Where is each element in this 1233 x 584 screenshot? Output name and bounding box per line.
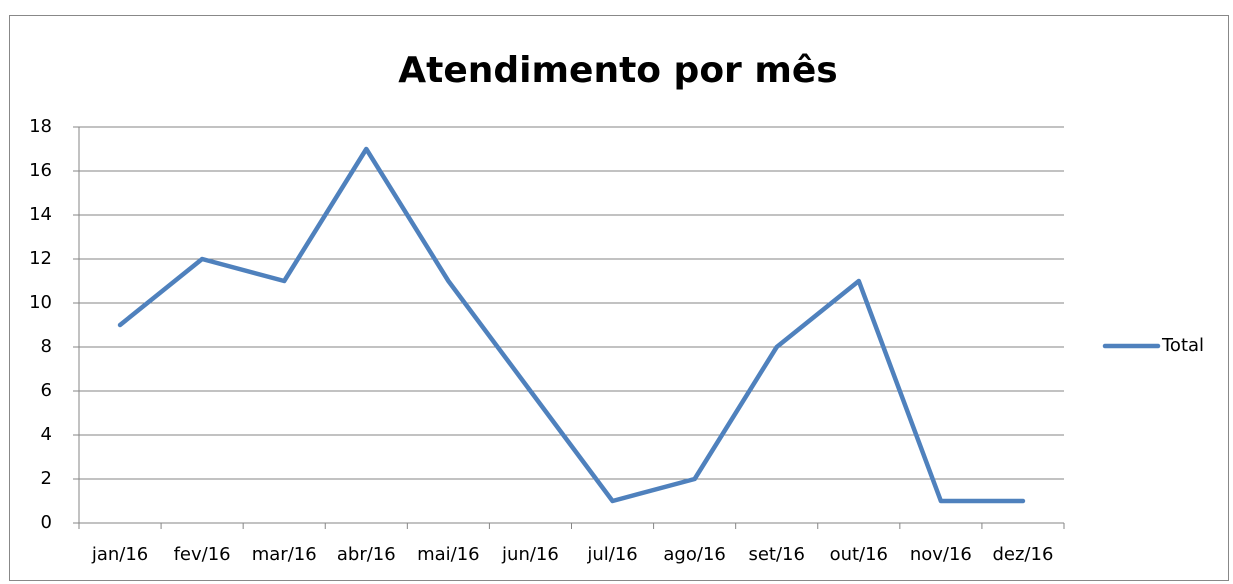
y-tick-label: 12	[29, 248, 52, 269]
legend-label: Total	[1161, 335, 1204, 356]
y-tick-label: 0	[41, 512, 52, 533]
y-tick-label: 14	[29, 204, 52, 225]
y-tick-label: 10	[29, 292, 52, 313]
x-tick-label: jul/16	[586, 544, 637, 565]
x-tick-label: mai/16	[417, 544, 480, 565]
x-tick-label: jan/16	[91, 544, 148, 565]
x-tick-label: nov/16	[910, 544, 972, 565]
y-tick-label: 18	[29, 116, 52, 137]
series-line	[117, 146, 1026, 504]
x-tick-label: ago/16	[663, 544, 725, 565]
y-tick-label: 4	[41, 424, 52, 445]
x-tick-label: fev/16	[174, 544, 231, 565]
x-tick-label: mar/16	[252, 544, 317, 565]
x-tick-label: jun/16	[501, 544, 559, 565]
y-tick-label: 16	[29, 160, 52, 181]
chart-title: Atendimento por mês	[398, 50, 837, 91]
x-tick-label: out/16	[830, 544, 888, 565]
y-tick-label: 6	[41, 380, 52, 401]
x-tick-label: set/16	[748, 544, 804, 565]
y-tick-label: 8	[41, 336, 52, 357]
x-tick-label: dez/16	[992, 544, 1053, 565]
y-tick-label: 2	[41, 468, 52, 489]
x-tick-label: abr/16	[337, 544, 396, 565]
chart-frame	[9, 15, 1229, 581]
